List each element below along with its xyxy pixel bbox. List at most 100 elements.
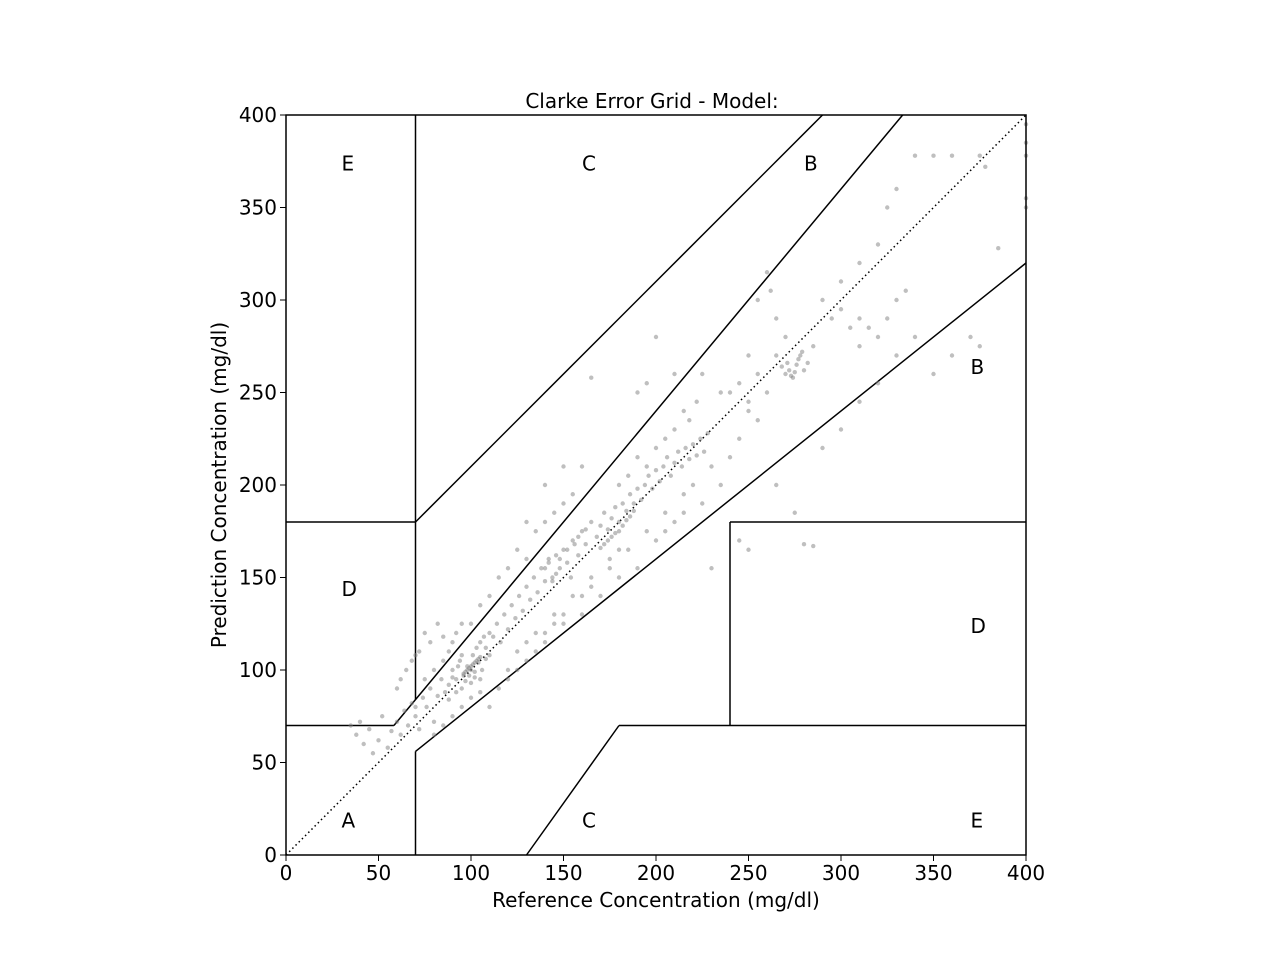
zone-label-e: E (971, 808, 984, 832)
zone-label-e: E (342, 152, 355, 176)
data-point (491, 634, 496, 639)
data-point (903, 288, 908, 293)
data-point (624, 508, 629, 514)
data-point (613, 530, 618, 536)
data-point (463, 678, 468, 684)
data-point (768, 288, 773, 293)
data-point (635, 390, 640, 395)
data-point (520, 608, 525, 613)
data-point (811, 344, 816, 349)
data-point (829, 316, 834, 321)
data-point (787, 368, 792, 373)
data-point (552, 510, 557, 515)
data-point (487, 630, 492, 636)
data-point (977, 153, 982, 158)
data-point (764, 390, 770, 395)
data-point (422, 630, 427, 636)
data-point (838, 307, 844, 312)
data-point (875, 242, 881, 247)
data-point (672, 460, 677, 465)
data-point (794, 362, 799, 367)
data-point (681, 510, 686, 515)
data-point (650, 486, 655, 491)
data-point (894, 186, 899, 192)
data-point (635, 486, 640, 491)
data-point (463, 669, 468, 675)
data-point (594, 534, 599, 539)
data-point (672, 519, 677, 525)
data-point (459, 653, 464, 658)
x-axis-label: Reference Concentration (mg/dl) (492, 888, 820, 912)
data-point (570, 492, 575, 497)
data-point (875, 334, 881, 340)
data-point (524, 640, 529, 645)
data-point (431, 667, 437, 673)
data-point (542, 640, 548, 645)
data-point (857, 344, 862, 349)
data-point (681, 492, 686, 497)
data-point (466, 673, 472, 678)
data-point (576, 534, 581, 539)
data-point (624, 517, 629, 523)
data-point (542, 519, 548, 525)
data-point (505, 667, 511, 673)
data-point (505, 566, 511, 571)
data-point (459, 686, 464, 691)
data-point (589, 575, 594, 580)
data-point (561, 612, 566, 617)
data-point (746, 408, 751, 414)
data-point (487, 704, 492, 710)
x-tick-label: 350 (914, 861, 952, 885)
data-point (857, 399, 862, 404)
data-point (644, 381, 649, 386)
data-point (568, 575, 574, 580)
data-point (498, 640, 503, 645)
data-point (598, 523, 603, 528)
data-point (546, 556, 551, 562)
data-point (457, 658, 463, 663)
data-point (653, 334, 659, 340)
data-point (459, 704, 464, 710)
data-point (354, 732, 359, 737)
data-point (709, 464, 714, 469)
data-point (398, 732, 403, 737)
data-point (838, 279, 844, 284)
data-point (626, 547, 631, 552)
data-point (472, 669, 477, 675)
data-point (805, 360, 810, 366)
data-point (616, 529, 622, 534)
data-point (737, 538, 742, 543)
data-point (996, 246, 1001, 251)
data-point (635, 566, 640, 571)
data-point (348, 723, 353, 728)
data-point (515, 649, 520, 654)
data-point (949, 153, 955, 158)
data-point (533, 630, 538, 636)
data-point (402, 708, 407, 713)
data-point (357, 719, 363, 724)
data-point (783, 334, 788, 340)
data-point (435, 693, 440, 699)
data-point (561, 547, 566, 552)
data-point (524, 519, 529, 525)
data-point (513, 616, 518, 621)
data-point (698, 436, 703, 441)
x-tick-label: 200 (637, 861, 675, 885)
data-point (446, 649, 451, 654)
data-point (515, 667, 520, 673)
data-point (848, 325, 853, 330)
zone-label-a: A (342, 808, 356, 832)
y-tick-label: 300 (239, 288, 277, 312)
data-point (755, 297, 760, 303)
data-point (468, 621, 474, 626)
data-point (570, 538, 575, 543)
data-point (857, 316, 862, 321)
data-point (565, 560, 570, 565)
data-point (542, 579, 548, 584)
data-point (461, 673, 466, 678)
data-point (539, 566, 544, 571)
data-point (428, 640, 433, 645)
data-point (620, 523, 625, 528)
data-point (579, 464, 585, 469)
data-point (774, 353, 779, 358)
